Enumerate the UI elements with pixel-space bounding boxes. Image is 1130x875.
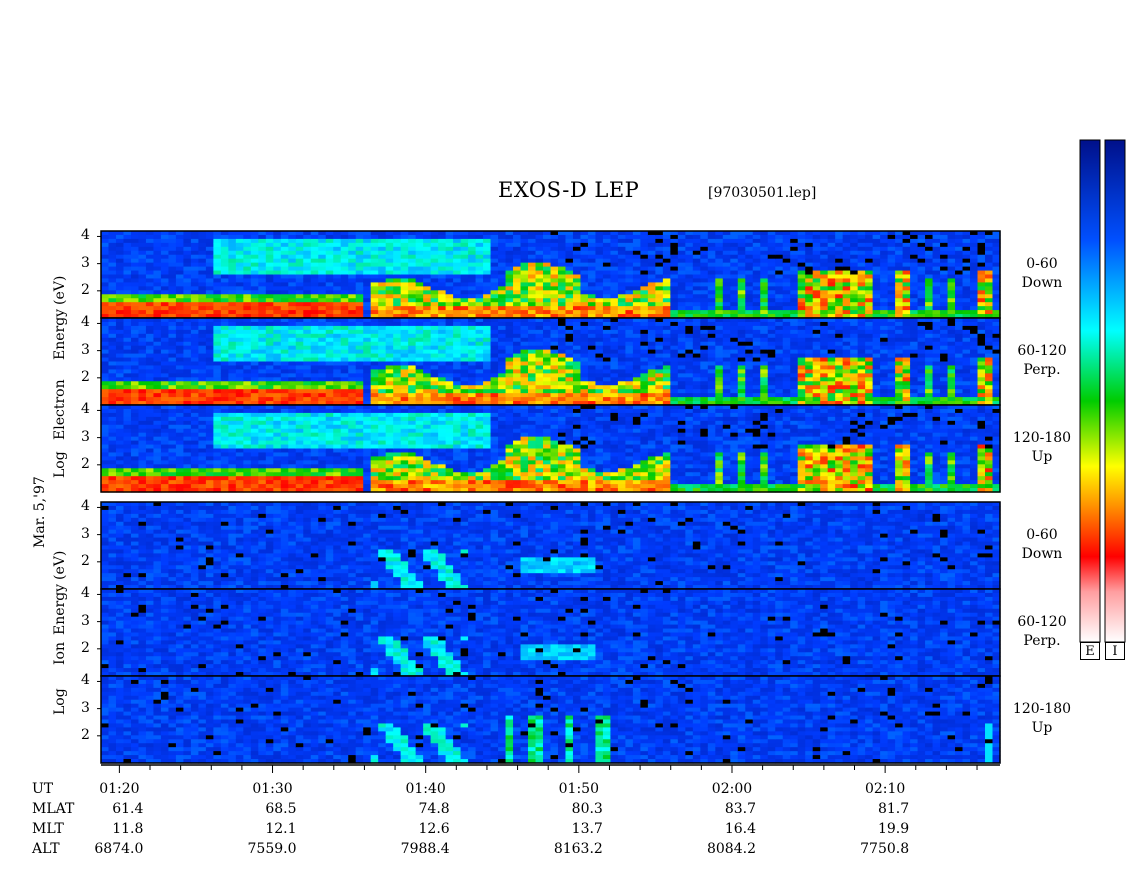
spectrogram-panel-6 <box>101 676 1001 764</box>
ephemeris-value: 74.8 <box>370 801 450 817</box>
ephemeris-value: 81.7 <box>829 801 909 817</box>
y-tick-label: 4 <box>81 227 90 243</box>
ephemeris-value: 16.4 <box>676 821 756 837</box>
y-tick-label: 2 <box>81 282 90 298</box>
pitch-angle-label: 0-60 Down <box>1002 255 1082 293</box>
y-tick-label: 2 <box>81 553 90 569</box>
ephemeris-value: 19.9 <box>829 821 909 837</box>
y-tick-label: 3 <box>81 613 90 629</box>
ephemeris-value: 13.7 <box>523 821 603 837</box>
y-tick-label: 3 <box>81 255 90 271</box>
ion-ylabel-unit: (eV) <box>52 551 68 580</box>
y-tick-label: 2 <box>81 456 90 472</box>
electron-ylabel-log: Log <box>52 451 68 478</box>
ion-ylabel-log: Log <box>52 688 68 715</box>
colorbar-i <box>1105 140 1125 642</box>
y-tick-label: 2 <box>81 369 90 385</box>
colorbar-tag-i: I <box>1105 642 1125 660</box>
ephemeris-value: 01:50 <box>539 781 619 797</box>
ephemeris-value: 02:00 <box>692 781 772 797</box>
ephemeris-value: 80.3 <box>523 801 603 817</box>
ephemeris-value: 68.5 <box>217 801 297 817</box>
ephemeris-value: 12.6 <box>370 821 450 837</box>
ephemeris-value: 11.8 <box>63 821 143 837</box>
date-label: Mar. 5,'97 <box>32 476 48 548</box>
ephemeris-label-mlt: MLT <box>32 821 64 837</box>
spectrogram-panel-1 <box>101 231 1001 319</box>
electron-ylabel-species: Electron <box>52 379 68 440</box>
spectrogram-panel-3 <box>101 405 1001 493</box>
pitch-angle-label: 60-120 Perp. <box>1002 342 1082 380</box>
ion-ylabel-energy: Energy <box>52 584 68 635</box>
y-tick-label: 3 <box>81 700 90 716</box>
colorbar-e <box>1080 140 1100 642</box>
ephemeris-value: 83.7 <box>676 801 756 817</box>
spectrogram-panel-5 <box>101 589 1001 677</box>
ephemeris-value: 01:20 <box>79 781 159 797</box>
ephemeris-value: 8084.2 <box>676 841 756 857</box>
ephemeris-value: 02:10 <box>845 781 925 797</box>
y-tick-label: 4 <box>81 314 90 330</box>
ion-ylabel-species: Ion <box>52 642 68 665</box>
colorbar-tag-e: E <box>1080 642 1100 660</box>
y-tick-label: 2 <box>81 727 90 743</box>
ephemeris-label-ut: UT <box>32 781 53 797</box>
y-tick-label: 3 <box>81 429 90 445</box>
ephemeris-value: 7988.4 <box>370 841 450 857</box>
ephemeris-value: 7750.8 <box>829 841 909 857</box>
ephemeris-value: 8163.2 <box>523 841 603 857</box>
pitch-angle-label: 0-60 Down <box>1002 526 1082 564</box>
ephemeris-value: 61.4 <box>63 801 143 817</box>
y-tick-label: 4 <box>81 498 90 514</box>
ephemeris-value: 12.1 <box>217 821 297 837</box>
ephemeris-label-alt: ALT <box>32 841 60 857</box>
y-tick-label: 3 <box>81 342 90 358</box>
electron-ylabel-energy: Energy <box>52 309 68 360</box>
y-tick-label: 4 <box>81 585 90 601</box>
pitch-angle-label: 120-180 Up <box>1002 700 1082 738</box>
y-tick-label: 3 <box>81 526 90 542</box>
ephemeris-value: 01:30 <box>233 781 313 797</box>
ephemeris-value: 7559.0 <box>217 841 297 857</box>
pitch-angle-label: 120-180 Up <box>1002 429 1082 467</box>
spectrogram-panel-2 <box>101 318 1001 406</box>
spectrogram-panel-4 <box>101 502 1001 590</box>
ephemeris-value: 6874.0 <box>63 841 143 857</box>
pitch-angle-label: 60-120 Perp. <box>1002 613 1082 651</box>
y-tick-label: 4 <box>81 401 90 417</box>
y-tick-label: 2 <box>81 640 90 656</box>
y-tick-label: 4 <box>81 672 90 688</box>
ephemeris-value: 01:40 <box>386 781 466 797</box>
electron-ylabel-unit: (eV) <box>52 276 68 305</box>
